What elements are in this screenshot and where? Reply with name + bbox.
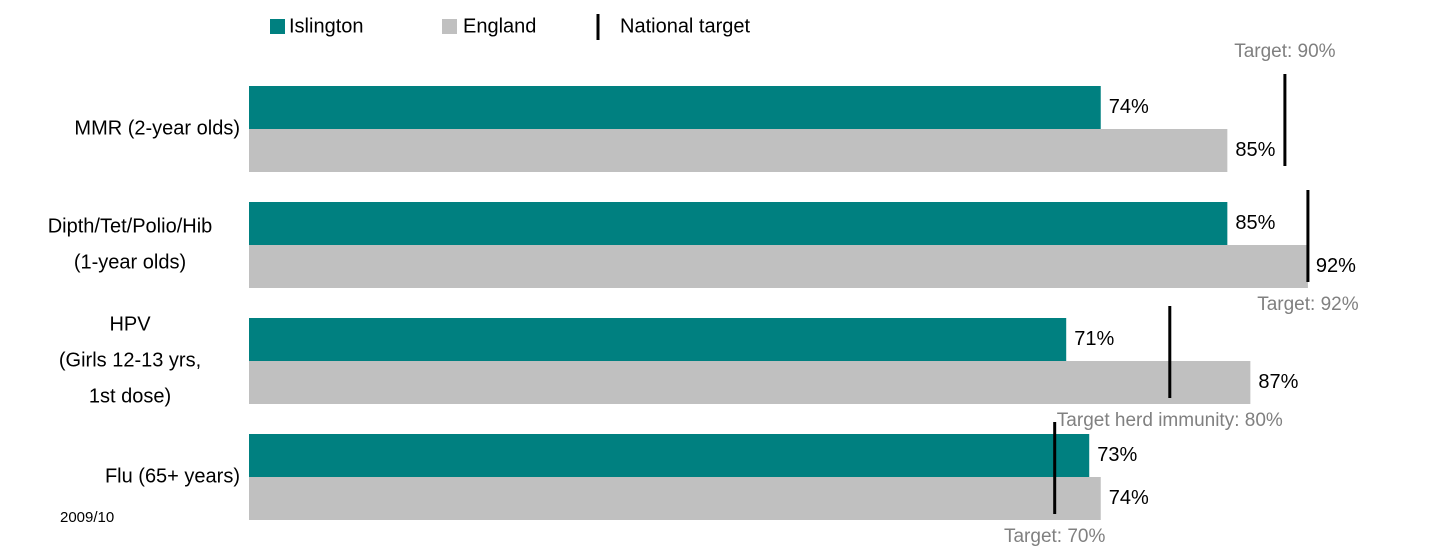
value-label: 71% — [1074, 328, 1114, 350]
value-label: 92% — [1316, 255, 1356, 277]
value-label: 73% — [1097, 444, 1137, 466]
bar — [249, 129, 1228, 172]
legend-swatch — [442, 19, 457, 34]
legend-label: England — [463, 15, 536, 37]
bar — [249, 477, 1101, 520]
bar — [249, 86, 1101, 129]
legend-label: Islington — [289, 15, 364, 37]
bar — [249, 361, 1251, 404]
bar — [249, 318, 1067, 361]
category-label: (1-year olds) — [74, 251, 186, 273]
value-label: 87% — [1258, 371, 1298, 393]
bar — [249, 202, 1228, 245]
legend-swatch — [270, 19, 285, 34]
target-label: Target: 90% — [1234, 41, 1335, 62]
value-label: 74% — [1109, 96, 1149, 118]
category-label: Flu (65+ years) — [105, 465, 240, 487]
bar — [249, 245, 1308, 288]
category-label: Dipth/Tet/Polio/Hib — [48, 215, 213, 237]
legend-label: National target — [620, 15, 751, 37]
category-label: 1st dose) — [89, 385, 171, 407]
bar — [249, 434, 1090, 477]
category-label: HPV — [109, 313, 151, 335]
value-label: 85% — [1235, 139, 1275, 161]
note: 2009/10 — [60, 509, 114, 526]
value-label: 85% — [1235, 212, 1275, 234]
target-label: Target herd immunity: 80% — [1057, 410, 1283, 431]
target-label: Target: 70% — [1004, 526, 1105, 547]
target-label: Target: 92% — [1257, 294, 1358, 315]
value-label: 74% — [1109, 487, 1149, 509]
category-label: MMR (2-year olds) — [74, 117, 240, 139]
category-label: (Girls 12-13 yrs, — [59, 349, 201, 371]
